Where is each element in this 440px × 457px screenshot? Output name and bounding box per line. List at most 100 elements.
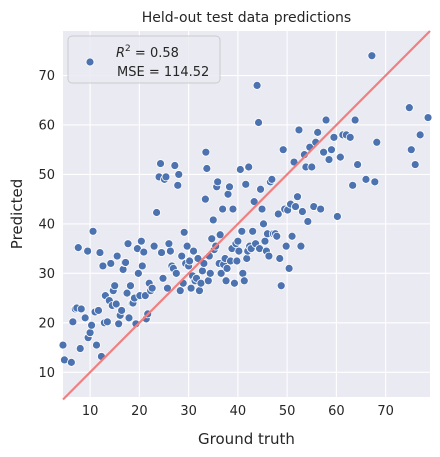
data-point [171, 268, 181, 278]
y-tick-label: 10 [38, 366, 55, 381]
x-tick-label: 70 [377, 404, 394, 419]
data-point [75, 344, 85, 353]
data-point [303, 217, 313, 226]
identity-line [62, 30, 431, 401]
data-point [319, 147, 328, 157]
data-point [242, 254, 252, 263]
data-point [205, 268, 215, 278]
data-point [296, 241, 306, 251]
data-point [329, 132, 339, 142]
data-point [273, 209, 283, 219]
data-point [415, 130, 425, 140]
data-point [106, 259, 116, 268]
data-point [175, 286, 185, 296]
data-point [272, 231, 282, 241]
y-tick-label: 50 [38, 168, 55, 183]
data-point [117, 306, 127, 315]
data-point [367, 51, 377, 61]
data-point [221, 276, 231, 286]
data-point [228, 204, 238, 214]
data-point [215, 230, 225, 240]
data-point [232, 256, 242, 266]
data-point [123, 239, 133, 249]
data-point [216, 268, 226, 278]
data-point [327, 145, 336, 155]
data-point [87, 320, 96, 330]
data-point [73, 243, 83, 253]
data-point [233, 236, 243, 246]
data-point [321, 115, 331, 125]
data-point [293, 192, 302, 202]
data-point [198, 266, 207, 276]
y-tick-label: 60 [38, 118, 55, 133]
data-point [122, 288, 132, 298]
data-point [260, 236, 270, 246]
data-point [126, 281, 135, 291]
data-point [94, 306, 103, 315]
data-point [287, 231, 297, 241]
data-point [174, 170, 184, 179]
x-tick-label: 50 [279, 404, 296, 419]
data-point [177, 251, 187, 261]
data-point [182, 241, 192, 251]
data-point [218, 204, 228, 214]
y-tick-label: 20 [38, 316, 55, 331]
data-point [186, 283, 196, 293]
data-point [235, 165, 245, 174]
data-point [313, 127, 323, 137]
data-point [114, 319, 124, 329]
data-point [196, 278, 206, 288]
data-point [370, 177, 380, 187]
data-points [58, 51, 433, 367]
data-point [92, 340, 101, 350]
y-tick-label: 40 [38, 217, 55, 232]
y-axis-ticks: 10 20 30 40 50 60 70 [38, 69, 55, 381]
data-point [136, 236, 146, 246]
data-point [158, 273, 168, 283]
data-point [324, 155, 334, 164]
data-point [259, 219, 268, 229]
data-point [152, 208, 161, 217]
x-tick-label: 30 [180, 404, 197, 419]
x-axis-title: Ground truth [198, 430, 295, 448]
data-point [348, 180, 358, 190]
data-point [244, 162, 254, 172]
data-point [234, 246, 244, 256]
data-point [353, 160, 362, 169]
data-point [147, 283, 157, 293]
data-point [88, 226, 98, 236]
legend: R2 = 0.58 MSE = 114.52 [67, 35, 221, 84]
data-point [248, 226, 258, 236]
data-point [294, 125, 304, 135]
data-point [200, 194, 210, 204]
data-point [291, 202, 300, 211]
data-point [83, 246, 93, 256]
data-point [68, 317, 78, 327]
data-point [102, 317, 112, 327]
data-point [112, 251, 122, 261]
data-point [149, 241, 159, 251]
data-point [111, 299, 121, 309]
data-point [189, 246, 198, 256]
data-point [230, 278, 239, 288]
data-point [239, 276, 249, 286]
data-point [278, 145, 288, 155]
x-tick-label: 40 [230, 404, 247, 419]
chart-title: Held-out test data predictions [142, 10, 351, 26]
data-point [345, 132, 355, 142]
x-tick-label: 60 [328, 404, 345, 419]
data-point [307, 162, 317, 172]
data-point [275, 254, 285, 263]
x-tick-label: 20 [131, 404, 148, 419]
data-point [284, 264, 294, 273]
data-point [179, 227, 189, 237]
data-point [164, 239, 174, 249]
data-point [404, 103, 414, 113]
data-point [252, 81, 262, 90]
data-point [80, 313, 90, 323]
legend-r2-superscript: 2 [125, 44, 131, 54]
data-point [257, 204, 267, 214]
data-point [222, 264, 232, 273]
data-point [201, 147, 211, 157]
data-point [85, 328, 95, 338]
